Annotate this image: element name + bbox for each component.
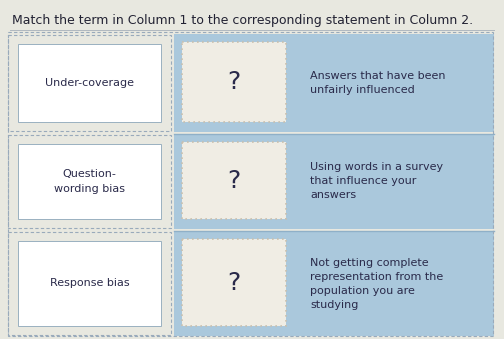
FancyBboxPatch shape: [18, 144, 161, 219]
FancyBboxPatch shape: [174, 231, 494, 336]
FancyBboxPatch shape: [182, 239, 286, 326]
Text: Using words in a survey
that influence your
answers: Using words in a survey that influence y…: [310, 162, 443, 200]
Text: ?: ?: [227, 271, 240, 295]
Text: Not getting complete
representation from the
population you are
studying: Not getting complete representation from…: [310, 258, 443, 310]
FancyBboxPatch shape: [174, 34, 494, 132]
Text: ?: ?: [227, 70, 240, 94]
FancyBboxPatch shape: [18, 241, 161, 326]
Text: ?: ?: [227, 168, 240, 193]
Text: Question-
wording bias: Question- wording bias: [54, 170, 125, 194]
FancyBboxPatch shape: [182, 142, 286, 219]
Text: Under-coverage: Under-coverage: [45, 78, 134, 88]
FancyBboxPatch shape: [182, 42, 286, 122]
FancyBboxPatch shape: [8, 232, 171, 335]
Text: Answers that have been
unfairly influenced: Answers that have been unfairly influenc…: [310, 71, 446, 95]
Text: Response bias: Response bias: [50, 279, 130, 288]
FancyBboxPatch shape: [8, 35, 171, 131]
FancyBboxPatch shape: [174, 134, 494, 229]
FancyBboxPatch shape: [8, 135, 171, 228]
FancyBboxPatch shape: [18, 44, 161, 122]
Text: Match the term in Column 1 to the corresponding statement in Column 2.: Match the term in Column 1 to the corres…: [12, 14, 473, 27]
